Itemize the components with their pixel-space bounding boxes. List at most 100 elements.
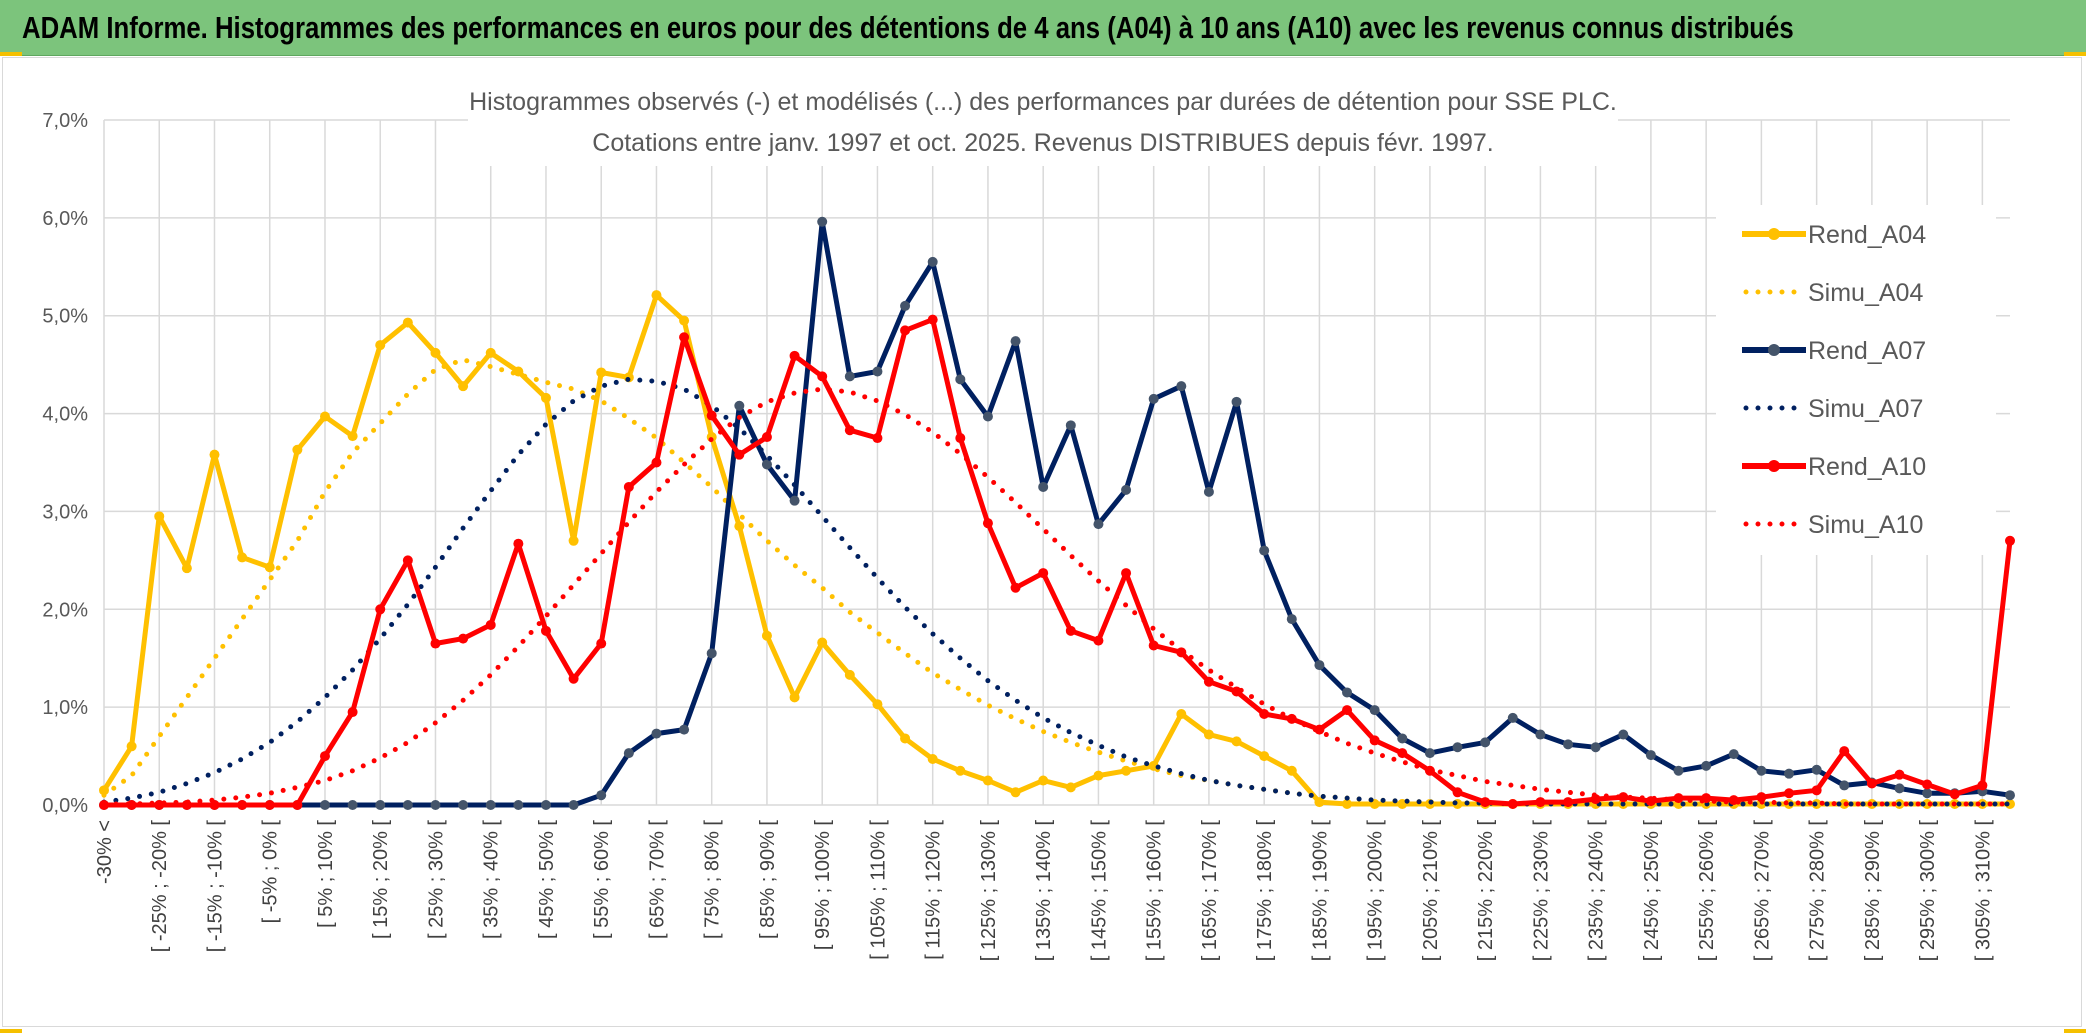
data-point-rend-a04 <box>347 431 358 442</box>
data-point-rend-a07 <box>1121 484 1132 495</box>
y-tick-label: 2,0% <box>42 599 88 621</box>
data-point-rend-a07 <box>1065 420 1076 431</box>
data-point-rend-a10 <box>375 604 386 615</box>
data-point-rend-a07 <box>1784 768 1795 779</box>
corner-accent-bottom-left <box>0 1029 22 1033</box>
banner-title: ADAM Informe. Histogrammes des performan… <box>22 10 1794 45</box>
corner-accent-right <box>2064 52 2086 56</box>
data-point-rend-a04 <box>1176 708 1187 719</box>
y-tick-label: 0,0% <box>42 795 88 817</box>
data-point-rend-a10 <box>430 638 441 649</box>
data-point-rend-a10 <box>761 432 772 443</box>
data-point-rend-a07 <box>1369 705 1380 716</box>
x-tick-label: [ 125% ; 130% [ <box>978 820 1000 962</box>
data-point-rend-a10 <box>1369 735 1380 746</box>
x-tick-label: [ 255% ; 260% [ <box>1696 820 1718 962</box>
series-line-rend-a10 <box>104 317 2013 808</box>
data-point-rend-a10 <box>458 633 469 644</box>
data-point-rend-a07 <box>1259 545 1270 556</box>
series-line-simu-a04 <box>101 357 2013 807</box>
legend-label-simu-a04: Simu_A04 <box>1808 279 1923 307</box>
data-point-rend-a10 <box>1977 780 1988 791</box>
legend-marker-rend-a10 <box>1768 460 1780 472</box>
data-point-rend-a07 <box>1563 739 1574 750</box>
data-point-rend-a04 <box>1065 782 1076 793</box>
data-point-rend-a07 <box>1342 687 1353 698</box>
data-point-rend-a07 <box>1286 614 1297 625</box>
data-point-rend-a04 <box>1286 765 1297 776</box>
data-point-rend-a10 <box>1618 792 1629 803</box>
x-tick-label: [ 65% ; 70% [ <box>646 820 668 939</box>
legend-label-rend-a10: Rend_A10 <box>1808 453 1926 481</box>
data-point-rend-a10 <box>1480 797 1491 808</box>
data-point-rend-a10 <box>651 457 662 468</box>
series-line-rend-a07 <box>104 219 2011 808</box>
data-point-rend-a10 <box>1949 789 1960 800</box>
data-point-rend-a04 <box>872 699 883 710</box>
data-point-rend-a04 <box>734 521 745 532</box>
x-tick-label: [ 195% ; 200% [ <box>1365 820 1387 962</box>
data-point-rend-a07 <box>1618 729 1629 740</box>
x-tick-label: [ 85% ; 90% [ <box>757 820 779 939</box>
data-point-rend-a07 <box>1010 336 1021 347</box>
data-point-rend-a04 <box>1121 765 1132 776</box>
data-point-rend-a10 <box>540 625 551 636</box>
data-point-rend-a07 <box>1424 748 1435 759</box>
x-tick-label: [ 205% ; 210% [ <box>1420 820 1442 962</box>
data-point-rend-a10 <box>734 449 745 460</box>
x-tick-label: [ 165% ; 170% [ <box>1199 820 1221 962</box>
data-point-rend-a07 <box>319 800 330 810</box>
data-point-rend-a10 <box>568 673 579 684</box>
x-tick-label: [ 285% ; 290% [ <box>1862 820 1884 962</box>
data-point-rend-a10 <box>1507 799 1518 810</box>
data-point-rend-a04 <box>181 563 192 574</box>
x-tick-label: [ 75% ; 80% [ <box>702 820 724 939</box>
data-point-rend-a10 <box>2005 535 2015 546</box>
data-point-rend-a07 <box>1811 764 1822 775</box>
data-point-rend-a10 <box>1839 746 1850 757</box>
data-point-rend-a07 <box>485 800 496 810</box>
data-point-rend-a07 <box>540 800 551 810</box>
data-point-rend-a04 <box>1038 775 1049 786</box>
data-point-rend-a10 <box>264 800 275 810</box>
data-point-rend-a07 <box>1535 729 1546 740</box>
data-point-rend-a04 <box>651 290 662 301</box>
data-point-rend-a10 <box>513 538 524 549</box>
y-tick-label: 6,0% <box>42 208 88 230</box>
legend-label-rend-a04: Rend_A04 <box>1808 221 1926 249</box>
data-point-rend-a07 <box>1645 750 1656 761</box>
data-point-rend-a07 <box>1507 712 1518 723</box>
legend-marker-rend-a04 <box>1768 228 1780 240</box>
data-point-rend-a04 <box>237 552 248 563</box>
data-point-rend-a10 <box>982 518 993 529</box>
data-point-rend-a04 <box>568 535 579 546</box>
series-lines <box>99 216 2015 810</box>
data-point-rend-a10 <box>319 751 330 762</box>
x-tick-label: [ 105% ; 110% [ <box>867 820 889 960</box>
data-point-rend-a04 <box>1922 799 1933 810</box>
x-tick-label: [ 295% ; 300% [ <box>1917 820 1939 962</box>
data-point-rend-a10 <box>1811 785 1822 796</box>
data-point-rend-a10 <box>1314 724 1325 735</box>
data-point-rend-a07 <box>927 256 938 267</box>
data-point-rend-a10 <box>1093 635 1104 646</box>
x-tick-label: [ 145% ; 150% [ <box>1088 820 1110 962</box>
data-point-rend-a07 <box>1922 788 1933 799</box>
data-point-rend-a04 <box>1093 770 1104 781</box>
x-tick-label: [ 225% ; 230% [ <box>1530 820 1552 962</box>
data-point-rend-a07 <box>1203 486 1214 497</box>
data-point-rend-a07 <box>623 748 634 759</box>
data-point-rend-a10 <box>1342 705 1353 716</box>
data-point-rend-a10 <box>347 707 358 718</box>
y-axis-ticks: 0,0% 1,0% 2,0% 3,0% 4,0% 5,0% 6,0% 7,0% <box>42 110 88 817</box>
data-point-rend-a07 <box>1176 381 1187 392</box>
data-point-rend-a10 <box>872 433 883 444</box>
data-point-rend-a04 <box>485 347 496 358</box>
x-tick-label: -30% < <box>94 820 116 884</box>
data-point-rend-a04 <box>126 741 137 752</box>
x-tick-label: [ -25% ; -20% [ <box>149 820 171 953</box>
data-point-rend-a07 <box>1314 660 1325 671</box>
x-tick-label: [ 275% ; 280% [ <box>1807 820 1829 962</box>
legend-background <box>1716 205 1996 555</box>
x-tick-label: [ 155% ; 160% [ <box>1144 820 1166 962</box>
